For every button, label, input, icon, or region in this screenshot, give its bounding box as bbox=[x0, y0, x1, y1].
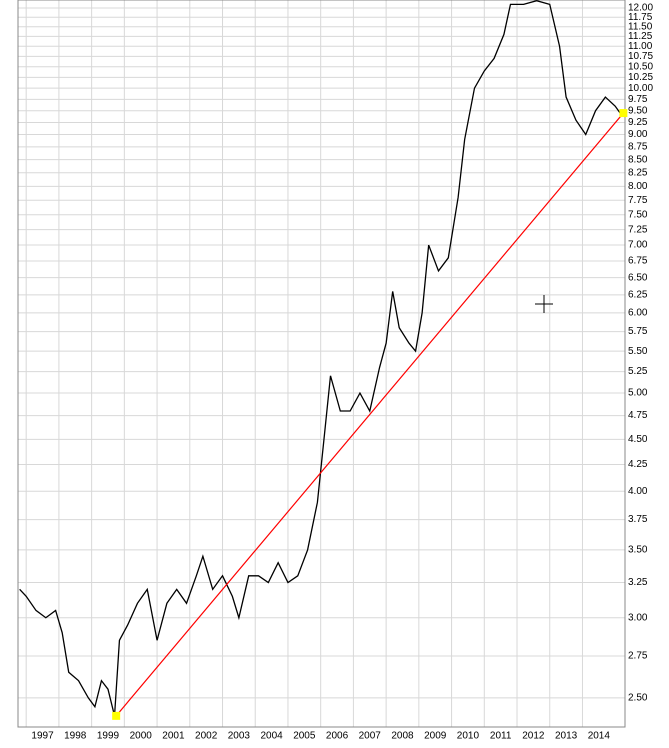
y-tick-label: 5.75 bbox=[628, 326, 648, 337]
x-tick-label: 2013 bbox=[555, 731, 578, 742]
x-tick-label: 2004 bbox=[260, 731, 283, 742]
x-tick-label: 2007 bbox=[359, 731, 382, 742]
y-tick-label: 8.75 bbox=[628, 142, 648, 153]
plot-frame bbox=[17, 0, 626, 728]
y-tick-label: 3.75 bbox=[628, 514, 648, 525]
x-tick-label: 2006 bbox=[326, 731, 349, 742]
y-tick-label: 2.75 bbox=[628, 651, 648, 662]
y-tick-label: 7.50 bbox=[628, 209, 648, 220]
x-tick-label: 2008 bbox=[391, 731, 414, 742]
y-tick-label: 8.25 bbox=[628, 167, 648, 178]
y-tick-label: 5.25 bbox=[628, 366, 648, 377]
y-tick-label: 7.75 bbox=[628, 195, 648, 206]
y-tick-label: 7.25 bbox=[628, 224, 648, 235]
x-tick-label: 2003 bbox=[228, 731, 251, 742]
y-tick-label: 8.50 bbox=[628, 154, 648, 165]
x-tick-label: 2014 bbox=[588, 731, 611, 742]
y-tick-label: 10.75 bbox=[628, 51, 653, 62]
y-tick-label: 4.50 bbox=[628, 434, 648, 445]
y-tick-label: 9.75 bbox=[628, 94, 648, 105]
x-tick-label: 2009 bbox=[424, 731, 447, 742]
x-tick-label: 2002 bbox=[195, 731, 218, 742]
x-tick-label: 2012 bbox=[522, 731, 545, 742]
y-tick-label: 9.25 bbox=[628, 117, 648, 128]
y-tick-label: 11.75 bbox=[628, 12, 653, 23]
y-tick-label: 11.00 bbox=[628, 41, 653, 52]
price-line bbox=[115, 112, 624, 717]
y-tick-label: 3.25 bbox=[628, 577, 648, 588]
y-tick-label: 9.50 bbox=[628, 105, 648, 116]
x-tick-label: 2001 bbox=[162, 731, 185, 742]
y-tick-label: 10.25 bbox=[628, 72, 653, 83]
y-tick-label: 11.50 bbox=[628, 21, 653, 32]
x-tick-label: 2010 bbox=[457, 731, 480, 742]
x-tick-label: 2011 bbox=[490, 731, 512, 742]
x-tick-label: 1997 bbox=[31, 731, 54, 742]
y-tick-label: 5.50 bbox=[628, 346, 648, 357]
y-tick-label: 2.50 bbox=[628, 693, 648, 704]
x-tick-label: 2000 bbox=[130, 731, 153, 742]
y-tick-label: 4.00 bbox=[628, 486, 648, 497]
y-tick-label: 4.25 bbox=[628, 459, 648, 470]
y-tick-label: 6.00 bbox=[628, 307, 648, 318]
y-tick-label: 10.00 bbox=[628, 83, 653, 94]
y-tick-label: 3.50 bbox=[628, 545, 648, 556]
y-tick-label: 6.50 bbox=[628, 272, 648, 283]
y-tick-label: 3.00 bbox=[628, 612, 648, 623]
x-tick-label: 2005 bbox=[293, 731, 316, 742]
y-tick-label: 10.50 bbox=[628, 61, 653, 72]
y-tick-label: 6.25 bbox=[628, 290, 648, 301]
cursor-cross bbox=[535, 295, 553, 313]
y-tick-label: 6.75 bbox=[628, 256, 648, 267]
y-tick-label: 5.00 bbox=[628, 388, 648, 399]
trend-anchor bbox=[112, 711, 121, 720]
y-tick-label: 11.25 bbox=[628, 31, 653, 42]
y-tick-label: 4.75 bbox=[628, 410, 648, 421]
y-tick-label: 8.00 bbox=[628, 181, 648, 192]
y-tick-label: 12.00 bbox=[628, 3, 653, 14]
trend-anchor bbox=[619, 109, 628, 118]
x-tick-label: 1998 bbox=[64, 731, 87, 742]
y-tick-label: 7.00 bbox=[628, 240, 648, 251]
x-tick-label: 1999 bbox=[97, 731, 120, 742]
y-tick-label: 9.00 bbox=[628, 129, 648, 140]
price-line bbox=[19, 0, 621, 717]
